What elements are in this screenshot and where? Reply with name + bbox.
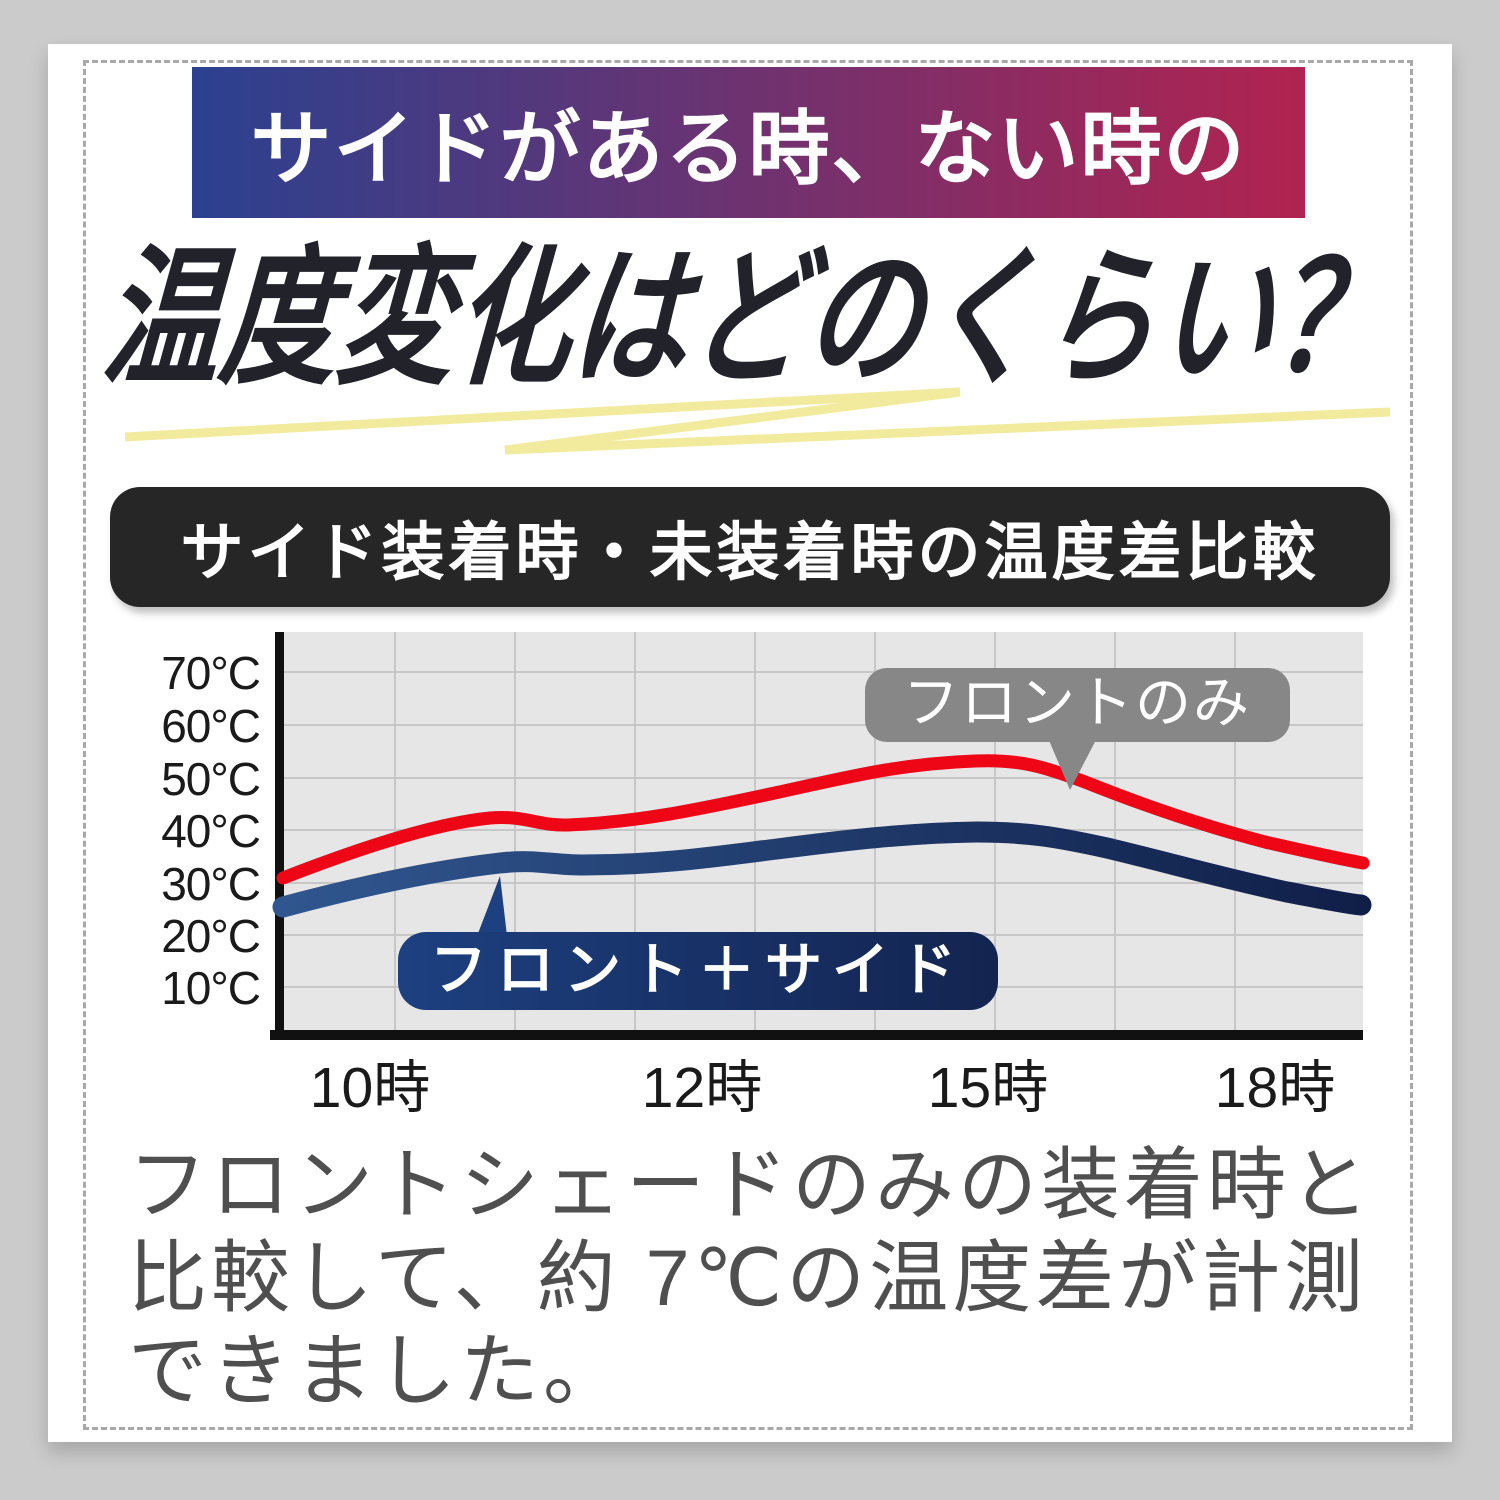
section-title-bar: サイド装着時・未装着時の温度差比較 [110,487,1390,607]
header-banner-text: サイドがある時、ない時の [250,105,1247,195]
y-tick-10: 10°C [161,962,260,1014]
y-tick-40: 40°C [161,805,260,857]
series-front-only-line [276,754,1370,885]
footer-paragraph: フロントシェードのみの装着時と 比較して、約 7℃の温度差が計測 できました。 [128,1138,1428,1417]
callout-front-side: フロント＋サイド [398,876,998,1010]
callout-front-side-box [398,932,998,1010]
y-tick-70: 70°C [161,647,260,699]
callout-front-side-pointer [477,876,507,936]
x-axis-line [270,1030,1363,1040]
y-axis-labels: 70°C 60°C 50°C 40°C 30°C 20°C 10°C [161,647,261,1014]
callout-front-side-label: フロント＋サイド [430,938,966,1002]
callout-front-only-pointer [1048,738,1097,790]
x-axis-labels: 10時 12時 15時 18時 [310,1056,1335,1120]
y-tick-20: 20°C [161,910,260,962]
footer-line-3: できました。 [128,1326,626,1415]
yellow-zigzag-underline [124,387,1391,455]
x-tick-15h: 15時 [928,1056,1048,1120]
section-title-text: サイド装着時・未装着時の温度差比較 [180,517,1320,588]
x-tick-10h: 10時 [310,1056,430,1120]
x-tick-18h: 18時 [1215,1056,1335,1120]
x-tick-12h: 12時 [642,1056,762,1120]
footer-line-2: 比較して、約 7℃の温度差が計測 [128,1233,1368,1322]
y-tick-50: 50°C [161,753,260,805]
callout-front-only-box [865,668,1290,742]
y-axis-line [275,632,284,1040]
zigzag-stroke [124,387,1391,455]
y-tick-30: 30°C [161,858,260,910]
callout-front-only: フロントのみ [865,668,1290,790]
footer-line-1: フロントシェードのみの装着時と [128,1140,1373,1229]
header-banner: サイドがある時、ない時の [192,67,1305,218]
temperature-chart: 70°C 60°C 50°C 40°C 30°C 20°C 10°C 10時 1… [100,620,1420,1120]
callout-front-only-label: フロントのみ [903,671,1251,734]
y-tick-60: 60°C [161,700,260,752]
line-chart-svg: 70°C 60°C 50°C 40°C 30°C 20°C 10°C 10時 1… [161,632,1372,1120]
series-front-side-line [272,821,1372,918]
